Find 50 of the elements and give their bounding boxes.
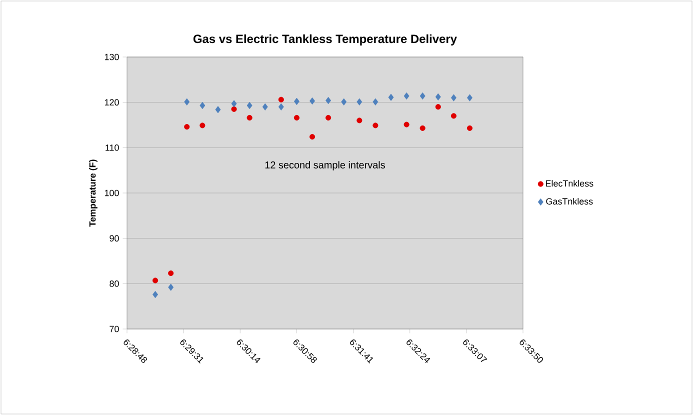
y-tick-label: 100 bbox=[104, 190, 119, 196]
y-tick-label: 130 bbox=[104, 54, 119, 60]
y-axis-title: Temperature (F) bbox=[89, 160, 98, 227]
point bbox=[326, 114, 332, 121]
y-tick-label: 110 bbox=[106, 144, 119, 151]
legend-label: ElecTnkless bbox=[546, 180, 594, 187]
point bbox=[310, 97, 316, 105]
point bbox=[231, 100, 237, 108]
point bbox=[372, 122, 378, 128]
point bbox=[184, 98, 190, 106]
point bbox=[294, 98, 300, 106]
point bbox=[466, 94, 472, 102]
point bbox=[246, 102, 252, 110]
legend-label: GasTnkless bbox=[546, 198, 593, 205]
point bbox=[420, 125, 426, 131]
point bbox=[262, 103, 268, 110]
point bbox=[294, 114, 300, 121]
point bbox=[388, 94, 394, 101]
point bbox=[435, 104, 441, 110]
y-tick-label: 80 bbox=[110, 280, 119, 287]
point bbox=[215, 106, 221, 114]
point bbox=[356, 118, 362, 124]
point bbox=[231, 106, 237, 112]
chart-title: Gas vs Electric Tankless Temperature Delivery bbox=[193, 34, 457, 46]
point bbox=[184, 124, 190, 130]
point bbox=[246, 114, 252, 121]
point bbox=[168, 270, 174, 276]
point bbox=[200, 122, 206, 128]
point bbox=[450, 113, 456, 119]
point bbox=[466, 125, 473, 131]
point bbox=[420, 92, 426, 100]
point bbox=[326, 96, 332, 104]
point bbox=[278, 96, 284, 102]
point bbox=[356, 98, 362, 106]
point bbox=[278, 103, 284, 110]
point bbox=[372, 98, 378, 106]
point bbox=[450, 94, 456, 102]
y-tick-label: 90 bbox=[110, 235, 119, 242]
point bbox=[152, 278, 158, 284]
point bbox=[404, 92, 410, 100]
point bbox=[341, 98, 347, 106]
point bbox=[435, 93, 441, 100]
y-tick-label: 70 bbox=[110, 326, 119, 332]
annotation: 12 second sample intervals bbox=[265, 161, 385, 170]
point bbox=[200, 102, 206, 110]
point bbox=[309, 134, 316, 140]
point bbox=[168, 284, 174, 291]
y-tick-label: 120 bbox=[104, 99, 119, 106]
point bbox=[152, 290, 158, 298]
point bbox=[404, 122, 410, 128]
